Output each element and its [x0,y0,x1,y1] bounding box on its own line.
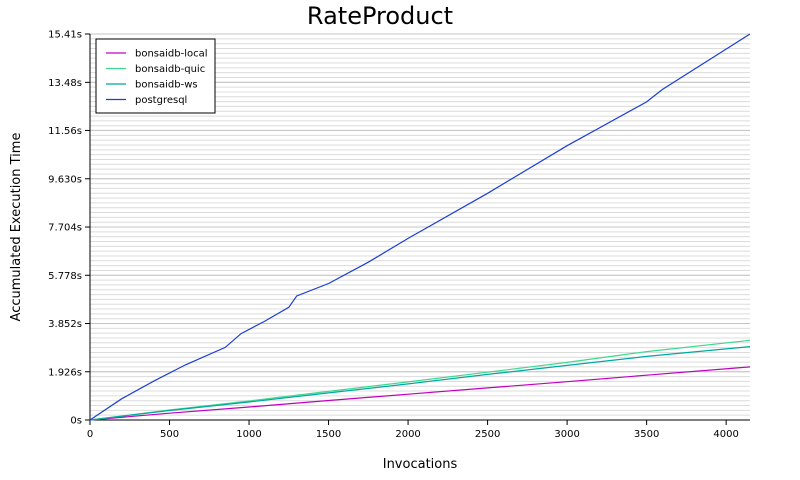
x-tick-label: 500 [160,429,179,440]
y-axis-label: Accumulated Execution Time [9,133,24,322]
y-tick-label: 0s [70,416,82,427]
chart-title: RateProduct [307,2,453,30]
grid-lines [90,33,750,416]
y-tick-label: 7.704s [48,223,82,234]
series-line-bonsaidb-local [89,366,751,421]
series-line-bonsaidb-quic [89,339,751,421]
legend: bonsaidb-local bonsaidb-quic bonsaidb-ws po… [95,38,216,114]
y-tick-label: 1.926s [48,367,82,378]
x-tick-label: 4000 [713,429,738,440]
x-tick-label: 3500 [634,429,659,440]
legend-label: bonsaidb-quic [135,64,205,75]
y-tick-label: 9.630s [48,174,82,185]
y-tick-label: 11.56s [48,126,82,137]
series-lines [89,33,751,421]
x-tick-label: 3000 [554,429,579,440]
x-tick-label: 2500 [475,429,500,440]
legend-label: bonsaidb-local [135,49,208,60]
y-tick-label: 15.41s [48,30,82,41]
series-line-postgresql [89,33,751,421]
legend-box [95,38,216,114]
x-tick-label: 1000 [236,429,261,440]
legend-label: bonsaidb-ws [135,80,198,91]
x-tick-label: 1500 [316,429,341,440]
y-tick-label: 5.778s [48,271,82,282]
x-tick-label: 0 [87,429,93,440]
legend-label: postgresql [135,95,187,106]
x-tick-label: 2000 [395,429,420,440]
series-line-bonsaidb-ws [89,346,751,421]
x-axis-label: Invocations [383,457,458,472]
ticks: 0s 1.926s 3.852s 5.778s 7.704s 9.630s 11.56s 13… [48,30,739,441]
y-tick-label: 3.852s [48,319,82,330]
y-tick-label: 13.48s [48,78,82,89]
